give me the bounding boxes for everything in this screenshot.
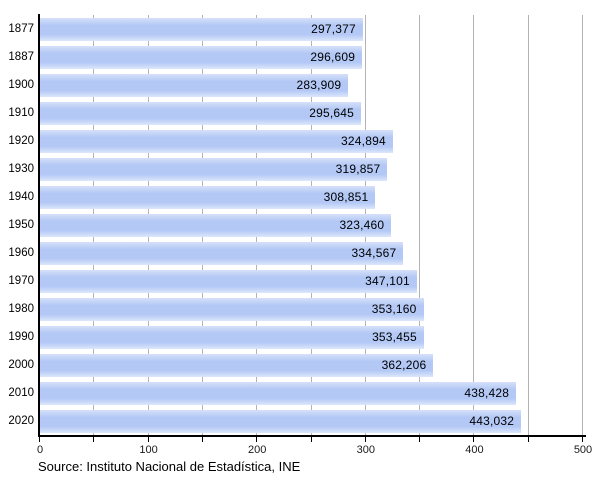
x-axis-tick-450 xyxy=(527,437,529,442)
year-label-1970: 1970 xyxy=(8,275,34,287)
bar-1920: 324,894 xyxy=(40,129,393,153)
bar-row: 438,428 xyxy=(40,379,583,407)
bar-value-label: 443,032 xyxy=(469,414,515,428)
x-axis-label-0: 0 xyxy=(36,444,44,456)
year-label-1990: 1990 xyxy=(8,331,34,343)
x-axis-label-200: 200 xyxy=(248,444,267,456)
bar-1950: 323,460 xyxy=(40,213,392,237)
x-axis-tick-0 xyxy=(39,437,40,442)
bar-1887: 296,609 xyxy=(40,45,363,69)
x-axis-tick-350 xyxy=(419,437,421,442)
bar-value-label: 438,428 xyxy=(464,386,510,400)
x-axis-tick-100 xyxy=(147,437,149,442)
bar-row: 283,909 xyxy=(40,71,583,99)
bar-value-label: 362,206 xyxy=(381,358,427,372)
bar-row: 323,460 xyxy=(40,211,583,239)
year-label-1900: 1900 xyxy=(8,79,34,91)
bar-row: 353,455 xyxy=(40,323,583,351)
bar-value-label: 323,460 xyxy=(339,218,385,232)
year-label-2010: 2010 xyxy=(8,387,34,399)
bar-2020: 443,032 xyxy=(40,409,522,433)
bar-value-label: 334,567 xyxy=(351,246,397,260)
year-label-2000: 2000 xyxy=(8,359,34,371)
gridline-350 xyxy=(419,15,421,435)
bar-value-label: 347,101 xyxy=(365,274,410,288)
gridline-500 xyxy=(582,15,583,435)
bar-rows-container: 297,377 296,609 283,909 295,645 324,894 319,8… xyxy=(40,15,583,435)
bar-value-label: 319,857 xyxy=(335,162,381,176)
bar-2000: 362,206 xyxy=(40,353,434,377)
bar-1990: 353,455 xyxy=(40,325,424,349)
bar-2010: 438,428 xyxy=(40,381,517,405)
bar-1940: 308,851 xyxy=(40,185,376,209)
bar-row: 296,609 xyxy=(40,43,583,71)
source-text: Source: Instituto Nacional de Estadístic… xyxy=(38,459,301,474)
year-label-1940: 1940 xyxy=(8,191,34,203)
bar-row: 297,377 xyxy=(40,15,583,43)
year-label-1960: 1960 xyxy=(8,247,34,259)
bar-1877: 297,377 xyxy=(40,17,363,41)
bar-row: 443,032 xyxy=(40,407,583,435)
bar-value-label: 296,609 xyxy=(310,50,356,64)
year-label-1877: 1877 xyxy=(8,23,34,35)
year-label-1950: 1950 xyxy=(8,219,34,231)
bar-value-label: 295,645 xyxy=(309,106,355,120)
x-axis-line xyxy=(38,435,586,437)
bar-value-label: 297,377 xyxy=(311,22,356,36)
x-axis-tick-200 xyxy=(256,437,258,442)
bar-row: 362,206 xyxy=(40,351,583,379)
year-label-1910: 1910 xyxy=(8,107,34,119)
bar-1970: 347,101 xyxy=(40,269,417,293)
bar-row: 353,160 xyxy=(40,295,583,323)
year-label-2020: 2020 xyxy=(8,415,34,427)
year-label-1920: 1920 xyxy=(8,135,34,147)
bar-1960: 334,567 xyxy=(40,241,404,265)
plot-area: 297,377 296,609 283,909 295,645 324,894 319,8… xyxy=(40,15,583,435)
bar-row: 324,894 xyxy=(40,127,583,155)
x-axis-label-500: 500 xyxy=(573,444,593,456)
bar-row: 308,851 xyxy=(40,183,583,211)
bar-row: 334,567 xyxy=(40,239,583,267)
gridline-400 xyxy=(473,15,475,435)
bar-row: 347,101 xyxy=(40,267,583,295)
bar-1980: 353,160 xyxy=(40,297,424,321)
year-label-1887: 1887 xyxy=(8,51,34,63)
bar-1910: 295,645 xyxy=(40,101,362,125)
x-axis-tick-50 xyxy=(93,437,95,442)
bar-value-label: 353,160 xyxy=(371,302,417,316)
x-axis-tick-400 xyxy=(473,437,475,442)
x-axis-label-100: 100 xyxy=(139,444,158,456)
x-axis-tick-500 xyxy=(582,437,583,442)
bar-row: 295,645 xyxy=(40,99,583,127)
bar-value-label: 283,909 xyxy=(296,78,342,92)
x-axis-tick-150 xyxy=(201,437,203,442)
bar-row: 319,857 xyxy=(40,155,583,183)
gridline-450 xyxy=(527,15,529,435)
bar-value-label: 324,894 xyxy=(341,134,386,148)
year-label-1980: 1980 xyxy=(8,303,34,315)
x-axis-tick-300 xyxy=(364,437,366,442)
x-axis-tick-250 xyxy=(310,437,312,442)
bar-1900: 283,909 xyxy=(40,73,349,97)
bar-1930: 319,857 xyxy=(40,157,388,181)
bar-value-label: 308,851 xyxy=(323,190,369,204)
y-axis-line xyxy=(38,14,40,437)
bar-value-label: 353,455 xyxy=(372,330,417,344)
x-axis-label-300: 300 xyxy=(356,444,375,456)
year-label-1930: 1930 xyxy=(8,163,34,175)
x-axis-label-400: 400 xyxy=(465,444,484,456)
